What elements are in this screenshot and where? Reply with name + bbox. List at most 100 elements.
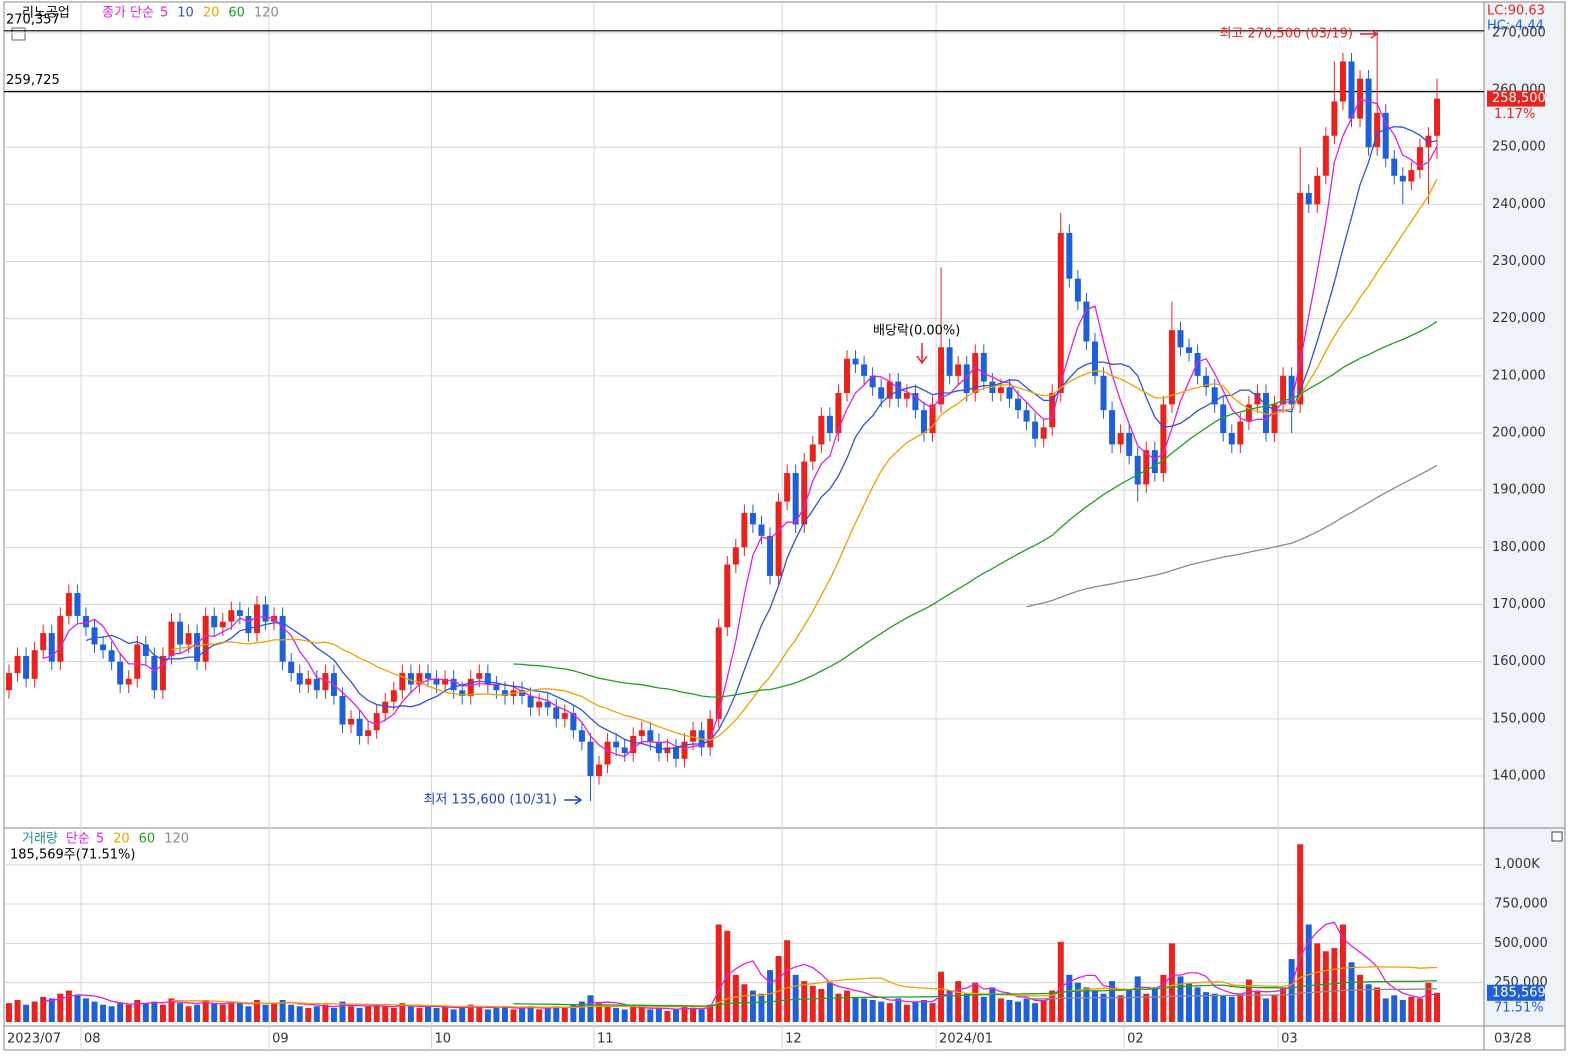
candle-body	[6, 673, 12, 691]
candle-body	[228, 610, 235, 622]
volume-bar	[194, 1004, 201, 1022]
axis-background	[1484, 2, 1565, 1026]
volume-bar	[536, 1009, 543, 1022]
calendar-icon[interactable]	[11, 27, 26, 41]
low-annotation: 최저 135,600 (10/31)	[423, 793, 557, 808]
candle-body	[262, 604, 269, 622]
volume-moving-average	[1026, 988, 1438, 1000]
candle-body	[655, 741, 662, 754]
x-tick-label: 02	[1127, 1032, 1144, 1047]
volume-bar	[878, 1001, 885, 1022]
volume-bar	[1399, 999, 1406, 1022]
candle-body	[758, 524, 765, 536]
volume-bar	[1280, 987, 1287, 1022]
volume-bar	[1091, 990, 1098, 1022]
volume-bar	[826, 982, 833, 1022]
legend-entry: 5	[160, 6, 168, 21]
candle-body	[493, 684, 500, 691]
candle-body	[356, 718, 363, 736]
candle-body	[424, 673, 431, 679]
volume-bar	[1134, 976, 1141, 1022]
volume-bar	[1177, 976, 1184, 1022]
candle-body	[784, 473, 791, 502]
candle-body	[732, 547, 739, 565]
price-moving-average	[1026, 464, 1438, 608]
candle-body	[134, 644, 141, 679]
legend-entry: 10	[177, 6, 194, 21]
candle-body	[972, 352, 979, 393]
candle-body	[561, 713, 568, 719]
volume-bar	[108, 1006, 115, 1022]
candle-body	[1194, 352, 1201, 376]
candle-body	[1262, 392, 1269, 434]
volume-bar	[895, 998, 902, 1022]
volume-bar	[1365, 984, 1372, 1022]
chart-title: 리노공업	[22, 6, 70, 21]
volume-bar	[407, 1006, 414, 1022]
candle-body	[1280, 375, 1287, 405]
volume-bar	[861, 998, 868, 1022]
candle-body	[100, 644, 107, 651]
candle-body	[1211, 387, 1218, 405]
volume-bar	[356, 1007, 363, 1022]
candle-body	[1134, 455, 1141, 485]
volume-bar	[1040, 999, 1047, 1022]
candle-body	[236, 610, 243, 616]
candle-body	[23, 655, 30, 679]
volume-bar	[1083, 987, 1090, 1022]
candle-body	[484, 673, 491, 685]
volume-bar	[151, 1001, 158, 1022]
volume-bar	[305, 1007, 312, 1022]
candle-body	[159, 655, 166, 691]
y-tick-label: 150,000	[1492, 711, 1546, 726]
volume-bar	[1374, 987, 1381, 1022]
volume-bar	[1331, 948, 1338, 1022]
candle-body	[1168, 330, 1175, 405]
volume-bar	[655, 1007, 662, 1022]
volume-bar	[1100, 993, 1107, 1022]
price-moving-average	[513, 320, 1438, 698]
candle-body	[587, 741, 594, 776]
candle-body	[869, 375, 876, 388]
volume-bar	[801, 981, 808, 1022]
candle-body	[1151, 450, 1158, 474]
volume-bar	[1203, 992, 1210, 1022]
candle-body	[296, 673, 303, 685]
legend-entry: 120	[254, 6, 279, 21]
y-tick-label: 250,000	[1492, 140, 1546, 155]
candle-body	[809, 444, 816, 462]
candle-body	[544, 701, 551, 708]
panel-button[interactable]	[1551, 831, 1563, 842]
candle-body	[108, 650, 115, 662]
volume-bar	[681, 1006, 688, 1022]
candle-body	[1305, 192, 1312, 205]
volume-bar	[1143, 993, 1150, 1022]
candle-body	[373, 713, 380, 731]
volume-bar	[262, 1004, 269, 1022]
volume-bar	[1151, 987, 1158, 1022]
volume-bar	[1245, 979, 1252, 1022]
candle-body	[835, 392, 842, 434]
volume-bar	[348, 1006, 355, 1022]
candle-body	[219, 621, 226, 628]
volume-bar	[672, 1009, 679, 1022]
text-layer: 리노공업 LC:90.63 HC:-4.44 최고 270,500 (03/19…	[6, 4, 1548, 1047]
candle-body	[82, 615, 89, 628]
volume-bar	[459, 1007, 466, 1022]
volume-bar	[578, 1001, 585, 1022]
volume-bar	[596, 1003, 603, 1022]
candle-body	[48, 633, 55, 662]
candle-body	[621, 747, 628, 754]
candle-body	[1057, 232, 1064, 393]
candle-body	[1049, 392, 1056, 428]
marks-layer	[4, 30, 1484, 1022]
volume-bar	[1434, 992, 1440, 1022]
candle-body	[647, 730, 654, 742]
volume-bar	[1032, 1003, 1039, 1022]
volume-bar	[211, 1003, 218, 1022]
x-tick-label: 03	[1281, 1032, 1298, 1047]
volume-bar	[1391, 995, 1398, 1022]
y-tick-label: 180,000	[1492, 540, 1546, 555]
candle-body	[1331, 101, 1338, 136]
current-price-box	[1487, 90, 1545, 107]
